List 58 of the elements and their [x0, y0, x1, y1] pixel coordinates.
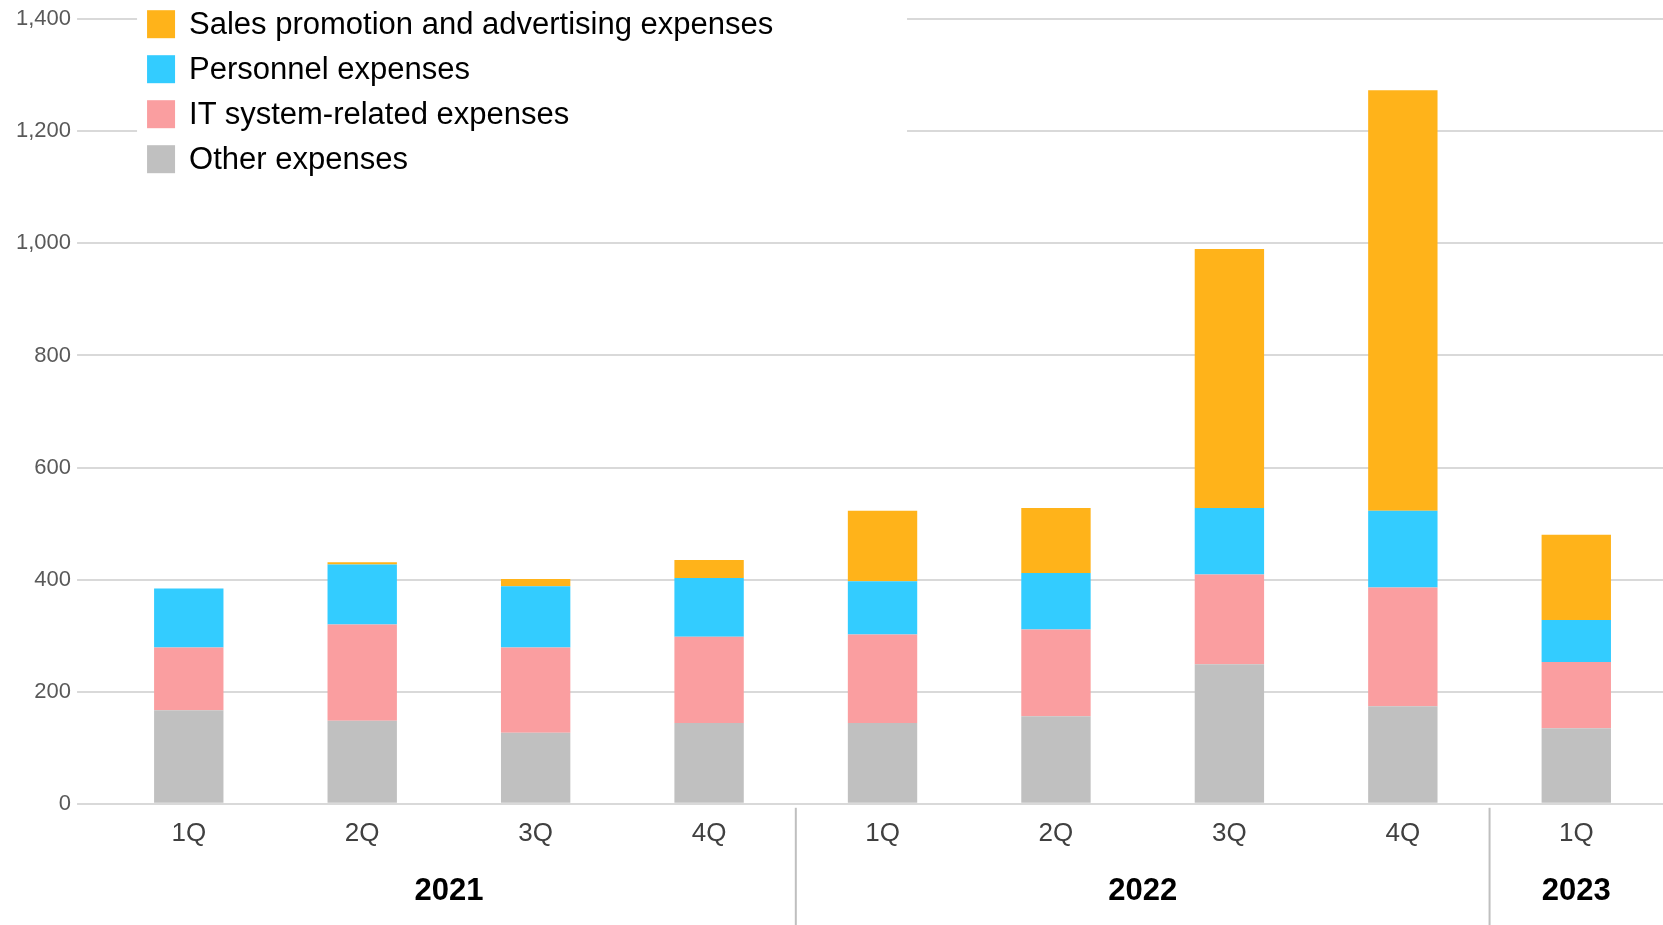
legend-label: Other expenses	[189, 140, 408, 176]
bar	[1368, 510, 1438, 588]
bar	[154, 588, 224, 648]
x-tick-label: 4Q	[691, 816, 727, 847]
bar	[847, 510, 918, 582]
bar	[674, 577, 744, 637]
x-tick-label: 2Q	[344, 816, 380, 847]
x-tick-label: 1Q	[865, 816, 900, 847]
bar	[1194, 507, 1265, 575]
bar	[327, 564, 397, 625]
bar	[847, 723, 918, 803]
bar	[1368, 90, 1438, 511]
bar	[500, 647, 571, 733]
bar	[1541, 619, 1611, 663]
x-tick-label: 3Q	[1212, 816, 1247, 847]
y-tick-label: 400	[34, 565, 72, 591]
bar	[500, 732, 571, 803]
bar	[674, 636, 744, 724]
y-tick-label: 200	[34, 677, 72, 703]
bar	[1541, 662, 1611, 729]
text: 2022	[1108, 872, 1178, 908]
y-tick-label: 600	[34, 453, 72, 479]
x-tick-label: 1Q	[1558, 816, 1594, 847]
y-tick-label: 1,400	[15, 5, 72, 31]
bar	[500, 579, 571, 587]
bar	[1194, 574, 1265, 665]
bar	[1541, 728, 1611, 803]
legend-label: IT system-related expenses	[189, 95, 570, 131]
y-tick-label: 800	[34, 341, 72, 367]
x-tick-label: 4Q	[1385, 816, 1421, 847]
legend-label: Personnel expenses	[189, 50, 470, 86]
bar	[154, 647, 224, 711]
bar	[500, 586, 571, 648]
bar	[847, 581, 918, 635]
bar	[1021, 507, 1091, 573]
bar	[847, 634, 918, 724]
bar	[1194, 664, 1265, 803]
bar	[674, 560, 744, 578]
bar	[327, 624, 397, 721]
bar	[154, 710, 224, 803]
bar	[674, 723, 744, 803]
y-tick-label: 1,200	[15, 117, 72, 143]
bar	[1021, 716, 1091, 803]
bar	[1021, 572, 1091, 630]
bar	[1368, 706, 1438, 803]
bar	[1021, 629, 1091, 717]
legend-label: Sales promotion and advertising expenses	[189, 5, 774, 41]
bar	[1541, 534, 1611, 620]
x-tick-label: 1Q	[171, 816, 207, 847]
bar	[1368, 587, 1438, 707]
text: 2021	[414, 872, 484, 908]
x-tick-label: 2Q	[1038, 816, 1074, 847]
bar	[327, 720, 397, 803]
x-tick-label: 3Q	[518, 816, 553, 847]
y-tick-label: 0	[58, 789, 72, 815]
text: 2023	[1541, 872, 1611, 908]
y-tick-label: 1,000	[15, 229, 72, 255]
bar	[1194, 248, 1265, 508]
